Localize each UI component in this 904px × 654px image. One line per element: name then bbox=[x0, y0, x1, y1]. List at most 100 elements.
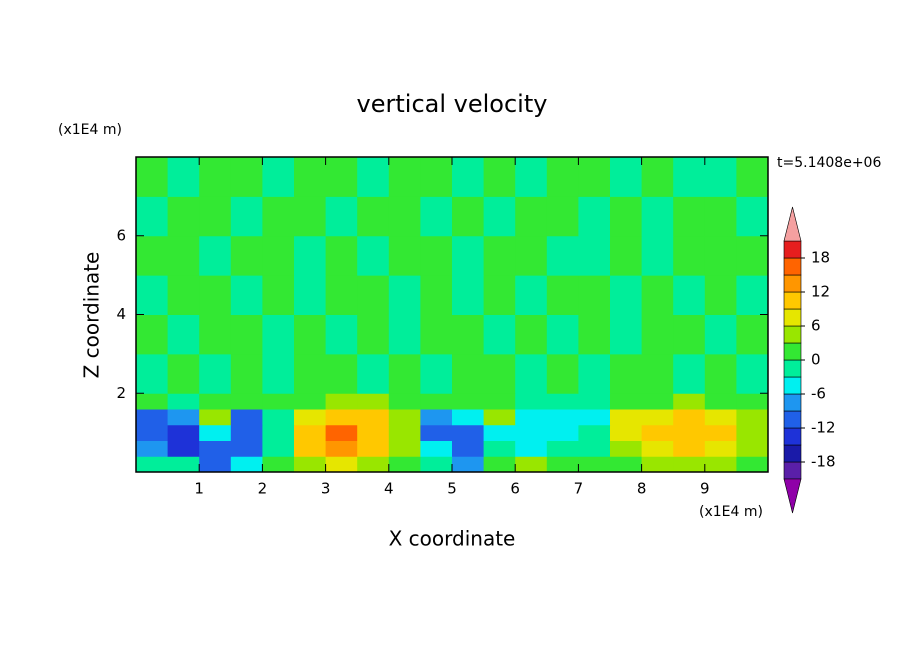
field-cell bbox=[420, 353, 453, 394]
field-cell bbox=[610, 235, 643, 276]
field-cell bbox=[673, 424, 706, 441]
field-cell bbox=[199, 409, 232, 426]
field-cell bbox=[357, 157, 390, 197]
field-cell bbox=[515, 275, 548, 315]
y-tick-label: 6 bbox=[116, 226, 126, 244]
x-tick-label: 7 bbox=[574, 480, 584, 498]
x-tick-label: 8 bbox=[637, 480, 647, 498]
field-cell bbox=[483, 196, 516, 237]
field-cell bbox=[230, 275, 263, 315]
x-tick-label: 3 bbox=[321, 480, 331, 498]
field-cell bbox=[294, 424, 327, 441]
field-cell bbox=[388, 424, 421, 441]
field-cell bbox=[230, 196, 263, 237]
field-cell bbox=[483, 409, 516, 426]
field-cell bbox=[641, 275, 674, 315]
field-cell bbox=[673, 440, 706, 457]
colorbar-band bbox=[783, 240, 802, 259]
colorbar-under bbox=[783, 478, 802, 514]
field-cell bbox=[546, 235, 579, 276]
field-cell bbox=[704, 235, 737, 276]
field-cell bbox=[673, 196, 706, 237]
field-cell bbox=[452, 314, 485, 355]
field-cell bbox=[325, 440, 358, 457]
field-cell bbox=[420, 409, 453, 426]
field-cell bbox=[167, 440, 200, 457]
field-cell bbox=[357, 456, 390, 473]
field-cell bbox=[736, 157, 769, 197]
field-cell bbox=[483, 235, 516, 276]
x-tick-label: 6 bbox=[510, 480, 520, 498]
field-cell bbox=[136, 456, 169, 473]
y-unit: (x1E4 m) bbox=[58, 122, 122, 138]
field-cell bbox=[262, 196, 295, 237]
field-cell bbox=[673, 393, 706, 410]
field-cell bbox=[388, 235, 421, 276]
colorbar-band bbox=[783, 342, 802, 361]
field-cell bbox=[578, 275, 611, 315]
chart-title: vertical velocity bbox=[357, 90, 548, 118]
field-cell bbox=[483, 353, 516, 394]
field-cell bbox=[357, 424, 390, 441]
field-cell bbox=[546, 424, 579, 441]
field-cell bbox=[641, 456, 674, 473]
field-cell bbox=[136, 440, 169, 457]
field-cell bbox=[262, 314, 295, 355]
field-cell bbox=[483, 424, 516, 441]
field-cell bbox=[673, 456, 706, 473]
field-cell bbox=[673, 409, 706, 426]
field-cell bbox=[199, 456, 232, 473]
field-cell bbox=[167, 314, 200, 355]
colorbar-band bbox=[783, 291, 802, 310]
field-cell bbox=[388, 409, 421, 426]
colorbar-band bbox=[783, 376, 802, 395]
field-cell bbox=[483, 440, 516, 457]
field-cell bbox=[136, 409, 169, 426]
field-cell bbox=[610, 409, 643, 426]
field-cell bbox=[420, 235, 453, 276]
field-cell bbox=[673, 353, 706, 394]
field-cell bbox=[515, 393, 548, 410]
field-cell bbox=[167, 196, 200, 237]
x-axis-label: X coordinate bbox=[389, 527, 516, 551]
field-cell bbox=[199, 235, 232, 276]
field-cell bbox=[199, 424, 232, 441]
field-cell bbox=[736, 393, 769, 410]
field-cell bbox=[357, 196, 390, 237]
field-cell bbox=[262, 409, 295, 426]
field-cell bbox=[736, 440, 769, 457]
field-cell bbox=[546, 456, 579, 473]
field-cell bbox=[704, 196, 737, 237]
field-cell bbox=[578, 440, 611, 457]
colorbar-band bbox=[783, 410, 802, 429]
field-cell bbox=[262, 275, 295, 315]
field-cell bbox=[230, 440, 263, 457]
field-cell bbox=[641, 409, 674, 426]
field-cell bbox=[546, 353, 579, 394]
field-cell bbox=[641, 196, 674, 237]
field-cell bbox=[388, 456, 421, 473]
field-cell bbox=[515, 424, 548, 441]
field-cell bbox=[230, 393, 263, 410]
colorbar-tick-label: 12 bbox=[811, 283, 830, 301]
field-cell bbox=[136, 235, 169, 276]
field-cell bbox=[483, 393, 516, 410]
field-cell bbox=[357, 275, 390, 315]
field-cell bbox=[546, 393, 579, 410]
field-cell bbox=[515, 157, 548, 197]
field-cell bbox=[673, 235, 706, 276]
x-unit: (x1E4 m) bbox=[699, 504, 763, 520]
field-cell bbox=[515, 314, 548, 355]
x-tick-label: 9 bbox=[700, 480, 710, 498]
field-cell bbox=[578, 196, 611, 237]
field-cell bbox=[483, 456, 516, 473]
field-cell bbox=[704, 275, 737, 315]
time-label: t=5.1408e+06 bbox=[777, 155, 881, 171]
field-cell bbox=[294, 235, 327, 276]
field-cell bbox=[704, 353, 737, 394]
field-cell bbox=[167, 393, 200, 410]
field-cell bbox=[736, 196, 769, 237]
field-cell bbox=[736, 275, 769, 315]
field-cell bbox=[230, 409, 263, 426]
